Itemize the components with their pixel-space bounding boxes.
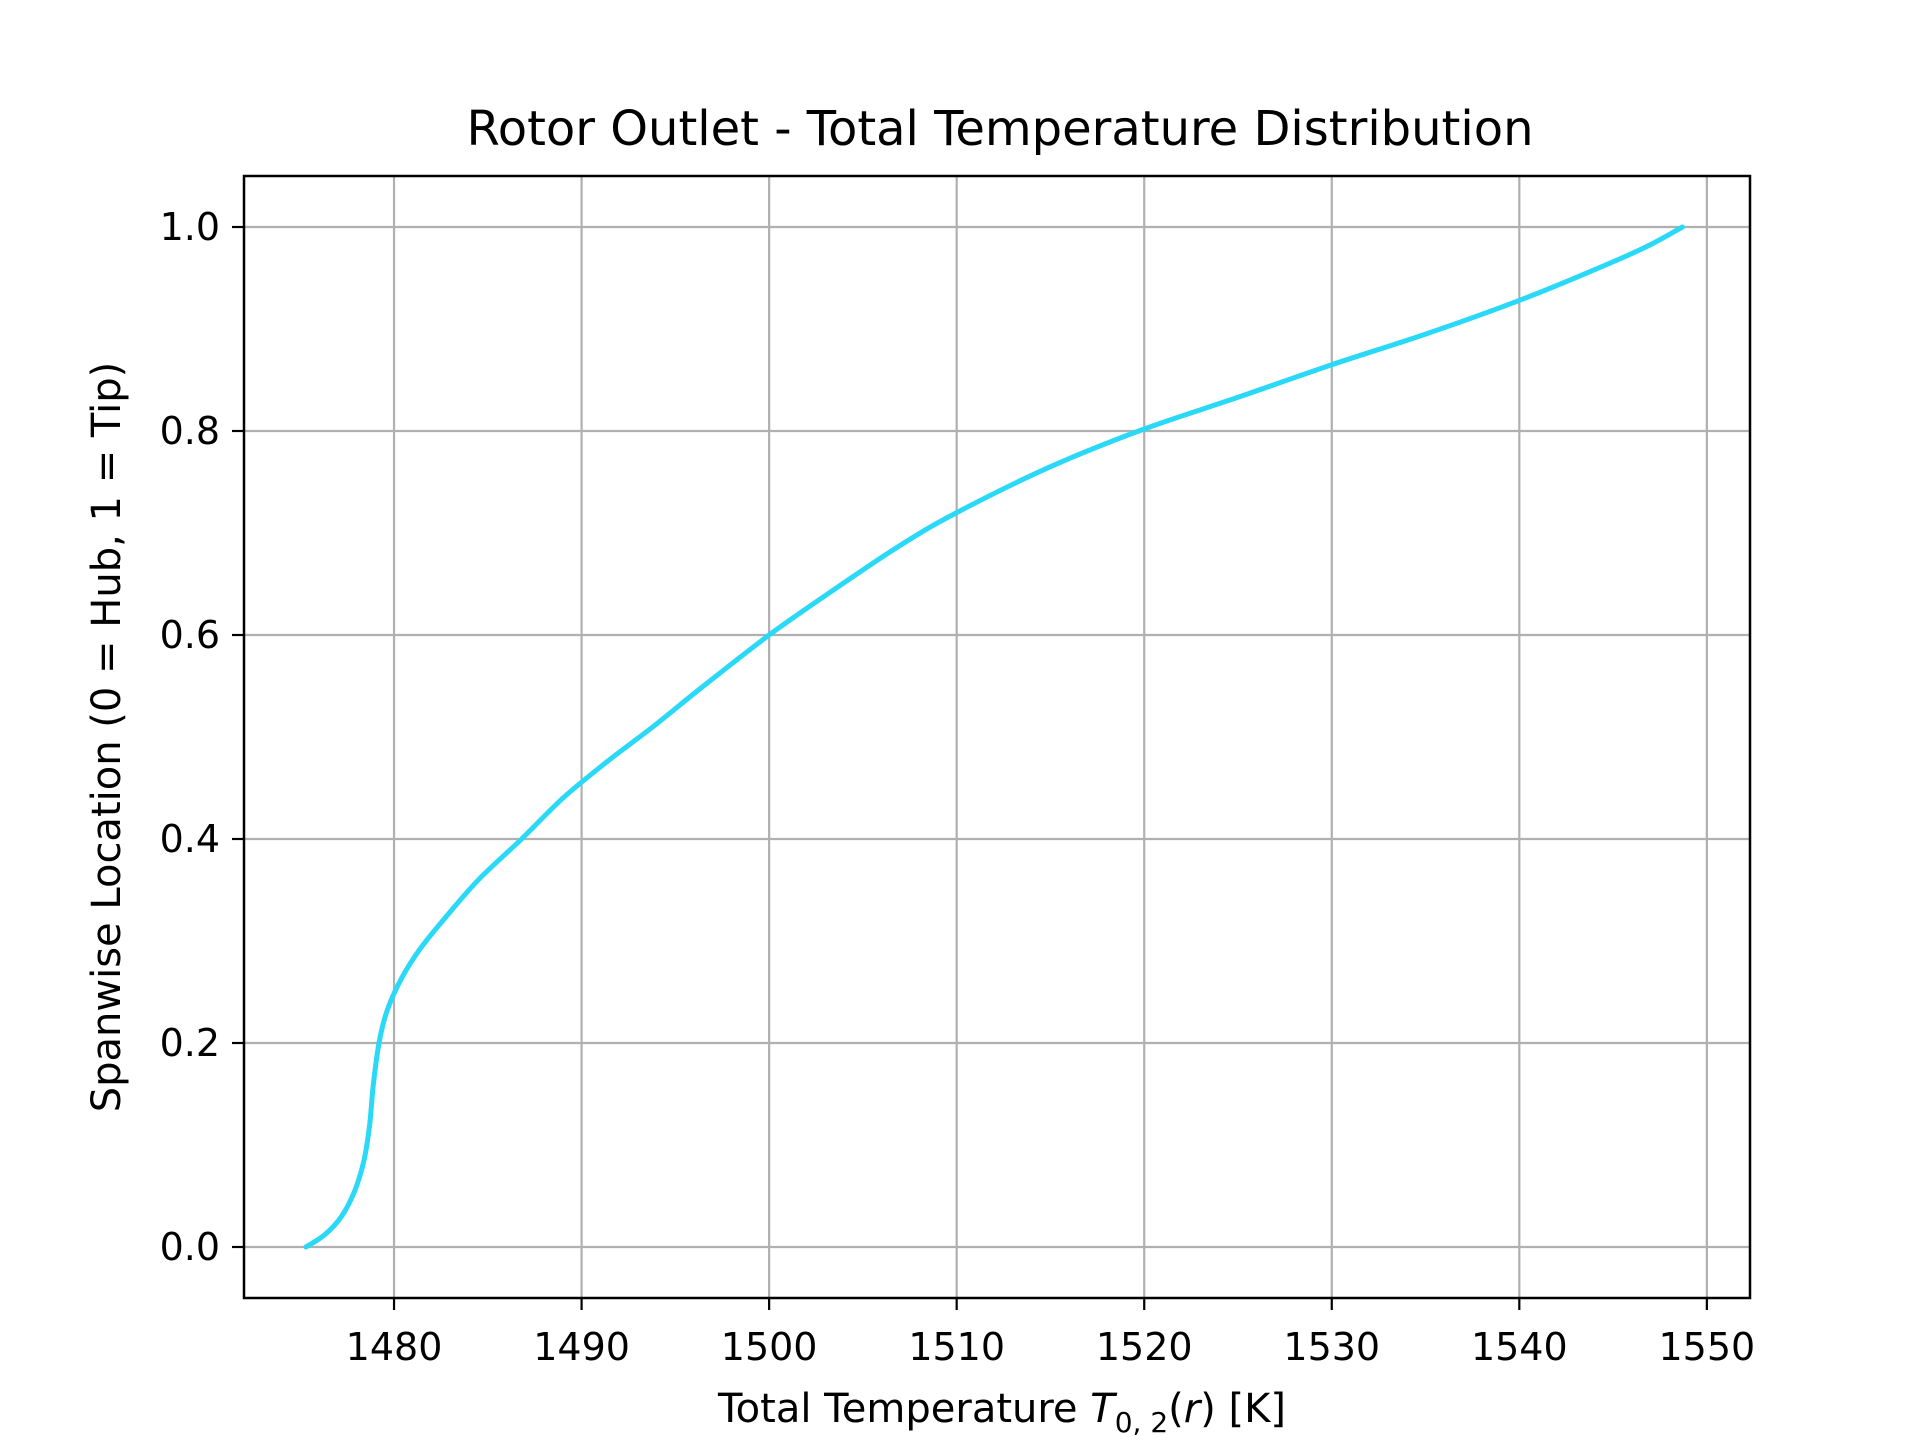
- y-tick-label: 0.0: [160, 1225, 220, 1269]
- x-axis-label-suffix: ) [K]: [1200, 1386, 1286, 1432]
- x-tick-label: 1510: [908, 1325, 1005, 1369]
- series-line: [303, 224, 1685, 1250]
- x-tick-label: 1500: [721, 1325, 818, 1369]
- y-tick-label: 0.4: [160, 817, 220, 861]
- x-axis-label-symbol: T: [1090, 1386, 1118, 1432]
- x-axis-label-subscript: 0, 2: [1115, 1406, 1168, 1439]
- x-axis-label-arg: r: [1184, 1386, 1203, 1432]
- x-axis-label-arg-open: (: [1168, 1386, 1184, 1432]
- tick-layer: 1480 1490 1500 1510 1520 1530 1540 1550 0.0 0.2 0.…: [160, 205, 1756, 1369]
- x-tick-label: 1480: [346, 1325, 443, 1369]
- x-axis-label-prefix: Total Temperature: [717, 1386, 1090, 1432]
- chart-title: Rotor Outlet - Total Temperature Distrib…: [467, 101, 1534, 157]
- x-tick-label: 1540: [1471, 1325, 1568, 1369]
- x-tick-label: 1550: [1659, 1325, 1756, 1369]
- x-tick-label: 1490: [533, 1325, 630, 1369]
- x-tick-label: 1530: [1283, 1325, 1380, 1369]
- y-tick-label: 0.2: [160, 1021, 220, 1065]
- x-tick-label: 1520: [1096, 1325, 1193, 1369]
- y-tick-label: 0.6: [160, 613, 220, 657]
- y-axis-label: Spanwise Location (0 = Hub, 1 = Tip): [84, 362, 130, 1113]
- x-axis-label: Total Temperature T0, 2(r) [K]: [717, 1386, 1286, 1439]
- y-tick-label: 0.8: [160, 409, 220, 453]
- plot-frame: [242, 174, 1752, 1300]
- y-tick-label: 1.0: [160, 205, 220, 249]
- series-layer: [303, 224, 1685, 1250]
